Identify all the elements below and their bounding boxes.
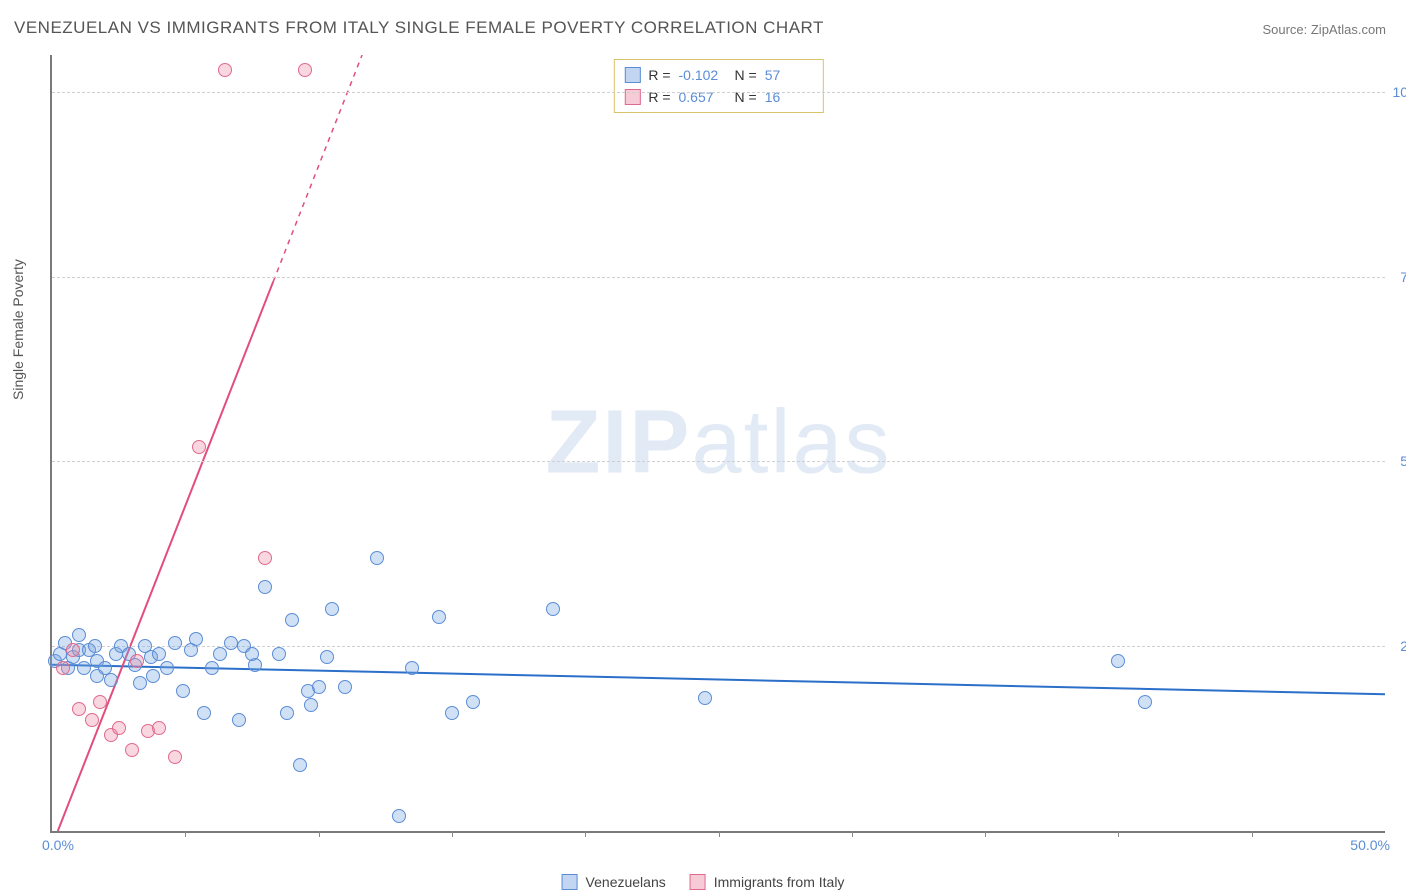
legend-item: Immigrants from Italy <box>690 874 845 890</box>
watermark-bold: ZIP <box>545 393 691 493</box>
regression-lines-layer <box>52 55 1385 831</box>
scatter-point <box>698 691 712 705</box>
scatter-point <box>93 695 107 709</box>
x-tick <box>185 831 186 837</box>
scatter-point <box>546 602 560 616</box>
scatter-point <box>320 650 334 664</box>
scatter-point <box>176 684 190 698</box>
scatter-point <box>232 713 246 727</box>
stat-n-label: N = <box>735 67 757 83</box>
gridline <box>52 461 1385 462</box>
scatter-point <box>245 647 259 661</box>
correlation-stat-box: R = -0.102 N = 57 R = 0.657 N = 16 <box>613 59 823 113</box>
scatter-point <box>325 602 339 616</box>
scatter-point <box>168 750 182 764</box>
scatter-point <box>88 639 102 653</box>
scatter-point <box>445 706 459 720</box>
x-tick <box>319 831 320 837</box>
x-tick <box>985 831 986 837</box>
scatter-point <box>168 636 182 650</box>
swatch-blue-icon <box>624 67 640 83</box>
x-tick <box>1252 831 1253 837</box>
y-tick-label: 75.0% <box>1390 269 1406 285</box>
scatter-point <box>405 661 419 675</box>
swatch-pink-icon <box>690 874 706 890</box>
scatter-point <box>133 676 147 690</box>
scatter-point <box>192 440 206 454</box>
scatter-point <box>160 661 174 675</box>
x-max-label: 50.0% <box>1350 837 1390 853</box>
legend-label: Venezuelans <box>586 874 666 890</box>
x-tick <box>719 831 720 837</box>
scatter-point <box>213 647 227 661</box>
plot-area: ZIPatlas R = -0.102 N = 57 R = 0.657 N =… <box>50 55 1385 833</box>
scatter-point <box>466 695 480 709</box>
scatter-point <box>1138 695 1152 709</box>
scatter-point <box>125 743 139 757</box>
scatter-point <box>312 680 326 694</box>
scatter-point <box>293 758 307 772</box>
scatter-point <box>197 706 211 720</box>
scatter-point <box>104 673 118 687</box>
scatter-point <box>189 632 203 646</box>
scatter-point <box>432 610 446 624</box>
bottom-legend: Venezuelans Immigrants from Italy <box>562 874 845 890</box>
scatter-point <box>85 713 99 727</box>
source-attribution: Source: ZipAtlas.com <box>1262 22 1386 37</box>
scatter-point <box>218 63 232 77</box>
chart-container: VENEZUELAN VS IMMIGRANTS FROM ITALY SING… <box>0 0 1406 892</box>
scatter-point <box>66 643 80 657</box>
scatter-point <box>370 551 384 565</box>
scatter-point <box>224 636 238 650</box>
legend-item: Venezuelans <box>562 874 666 890</box>
x-tick <box>452 831 453 837</box>
x-tick <box>852 831 853 837</box>
scatter-point <box>285 613 299 627</box>
scatter-point <box>56 661 70 675</box>
chart-title: VENEZUELAN VS IMMIGRANTS FROM ITALY SING… <box>14 18 824 38</box>
scatter-point <box>72 628 86 642</box>
y-axis-label: Single Female Poverty <box>10 259 26 400</box>
scatter-point <box>205 661 219 675</box>
stat-r-value: -0.102 <box>679 67 727 83</box>
y-tick-label: 25.0% <box>1390 638 1406 654</box>
y-tick-label: 50.0% <box>1390 453 1406 469</box>
scatter-point <box>280 706 294 720</box>
scatter-point <box>304 698 318 712</box>
scatter-point <box>272 647 286 661</box>
stat-n-value: 57 <box>765 67 813 83</box>
scatter-point <box>1111 654 1125 668</box>
stat-row: R = 0.657 N = 16 <box>624 86 812 108</box>
scatter-point <box>258 551 272 565</box>
x-origin-label: 0.0% <box>42 837 74 853</box>
watermark: ZIPatlas <box>545 392 891 495</box>
y-tick-label: 100.0% <box>1390 84 1406 100</box>
scatter-point <box>392 809 406 823</box>
scatter-point <box>152 647 166 661</box>
scatter-point <box>72 702 86 716</box>
x-tick <box>1118 831 1119 837</box>
legend-label: Immigrants from Italy <box>714 874 845 890</box>
gridline <box>52 92 1385 93</box>
scatter-point <box>258 580 272 594</box>
stat-r-label: R = <box>648 67 670 83</box>
stat-row: R = -0.102 N = 57 <box>624 64 812 86</box>
scatter-point <box>112 721 126 735</box>
gridline <box>52 277 1385 278</box>
scatter-point <box>77 661 91 675</box>
scatter-point <box>338 680 352 694</box>
scatter-point <box>130 654 144 668</box>
x-tick <box>585 831 586 837</box>
watermark-rest: atlas <box>691 393 891 493</box>
scatter-point <box>146 669 160 683</box>
swatch-blue-icon <box>562 874 578 890</box>
scatter-point <box>298 63 312 77</box>
scatter-point <box>152 721 166 735</box>
